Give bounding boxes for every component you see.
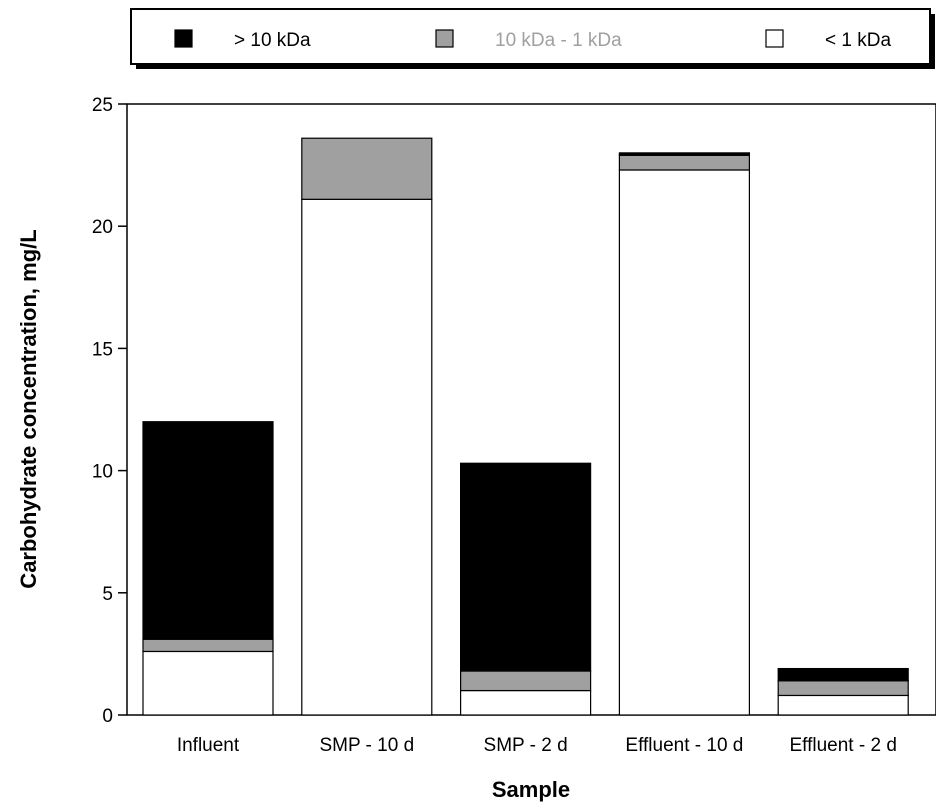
bar-segment: [142, 650, 274, 716]
legend-swatch: [174, 29, 193, 48]
x-tick-label: Effluent - 10 d: [625, 735, 743, 756]
y-axis: 0 5 10 15 20 25: [92, 95, 127, 727]
x-tick-label: Influent: [177, 735, 240, 756]
x-tick-label: SMP - 10 d: [319, 735, 414, 756]
bar-segment: [142, 421, 274, 640]
bar-segment: [618, 154, 751, 171]
bar-segment: [777, 694, 909, 716]
x-tick-label: SMP - 2 d: [484, 735, 568, 756]
legend-swatch: [765, 29, 784, 48]
bar-segment: [618, 152, 751, 156]
bar-segment: [777, 667, 909, 682]
x-axis-title: Sample: [492, 777, 570, 802]
legend-label: 10 kDa - 1 kDa: [495, 30, 622, 51]
bars: [142, 137, 909, 716]
bar-segment: [777, 680, 909, 697]
bar-segment: [142, 638, 274, 653]
bar-segment: [301, 137, 433, 200]
bar-segment: [301, 198, 433, 716]
y-tick-label: 5: [102, 584, 113, 605]
y-tick-label: 20: [92, 217, 113, 238]
y-tick-label: 25: [92, 95, 113, 116]
bar-segment: [618, 169, 751, 716]
x-axis: Influent SMP - 10 d SMP - 2 d Effluent - 10…: [177, 735, 897, 756]
y-tick-label: 0: [102, 706, 113, 727]
legend-label: < 1 kDa: [825, 30, 891, 51]
y-tick-label: 15: [92, 339, 113, 360]
bar-segment: [460, 670, 592, 692]
legend: > 10 kDa 10 kDa - 1 kDa < 1 kDa: [130, 8, 935, 69]
y-tick-label: 10: [92, 462, 113, 483]
bar-segment: [460, 689, 592, 716]
y-axis-title: Carbohydrate concentration, mg/L: [16, 229, 41, 588]
legend-frame: [130, 8, 931, 65]
bar-segment: [460, 462, 592, 672]
x-tick-label: Effluent - 2 d: [790, 735, 897, 756]
legend-swatch: [435, 29, 454, 48]
legend-label: > 10 kDa: [234, 30, 311, 51]
